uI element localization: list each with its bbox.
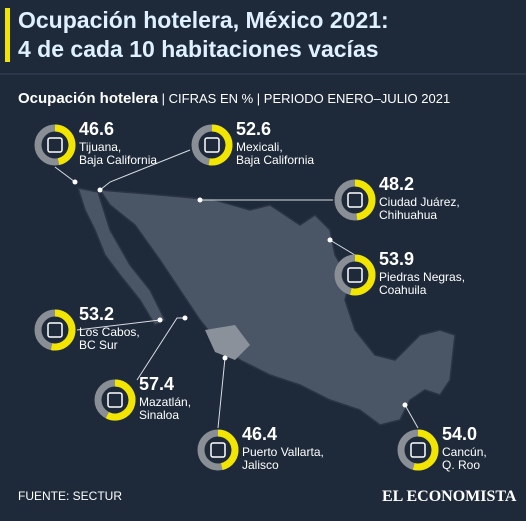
donut-center: [405, 437, 431, 463]
donut-center: [42, 132, 68, 158]
map-dot: [197, 197, 203, 203]
map-dot: [182, 315, 188, 321]
map-dot: [327, 237, 333, 243]
map-dot: [222, 355, 228, 361]
donut-share: [208, 124, 233, 166]
donut-share: [105, 379, 136, 421]
map-dot: [72, 179, 78, 185]
donut-center: [199, 132, 225, 158]
hotel-icon: [107, 392, 123, 408]
donut-share: [54, 124, 76, 166]
city-label: Cancún, Q. Roo: [442, 445, 487, 472]
city-label: Mexicali, Baja California: [236, 140, 315, 167]
donut-center: [342, 262, 368, 288]
subtitle-main: Ocupación hotelera: [18, 90, 159, 107]
city-label: Ciudad Juárez, Chihuahua: [379, 195, 460, 222]
hotel-icon: [47, 137, 63, 153]
value-label: 46.6: [79, 119, 115, 139]
donut-center: [205, 437, 231, 463]
hotel-icon: [204, 137, 220, 153]
donut-share: [354, 179, 376, 221]
map-baja: [76, 187, 167, 326]
donut-share: [50, 309, 76, 351]
hotel-icon: [210, 442, 226, 458]
hotel-icon: [347, 192, 363, 208]
city-label: Piedras Negras, Coahuila: [379, 270, 466, 297]
map-dot: [157, 317, 163, 323]
city-label: Puerto Vallarta, Jalisco: [242, 445, 324, 472]
connector: [404, 404, 419, 429]
connector: [99, 149, 191, 191]
hotel-icon: [347, 267, 363, 283]
connector: [136, 317, 185, 381]
connector: [76, 319, 161, 331]
value-label: 46.4: [242, 424, 278, 444]
donut-share: [350, 254, 376, 296]
source: FUENTE: SECTUR: [18, 489, 123, 503]
hotel-icon: [47, 322, 63, 338]
donut-share: [412, 429, 439, 471]
value-label: 57.4: [139, 374, 175, 394]
value-label: 54.0: [442, 424, 478, 444]
hotel-icon: [410, 442, 426, 458]
connector: [54, 166, 76, 183]
city-label: Los Cabos, BC Sur: [79, 325, 140, 352]
value-label: 53.9: [379, 249, 415, 269]
connector: [329, 239, 356, 256]
subtitle: Ocupación hotelera | CIFRAS EN % | PERIO…: [18, 90, 451, 107]
city-label: Mazatlán, Sinaloa: [139, 395, 192, 422]
donut-center: [42, 317, 68, 343]
map-dot: [97, 187, 103, 193]
map-dot: [402, 402, 408, 408]
donut-center: [102, 387, 128, 413]
subtitle-units: CIFRAS EN %: [168, 91, 254, 106]
value-label: 48.2: [379, 174, 415, 194]
value-label: 53.2: [79, 304, 115, 324]
donut-center: [342, 187, 368, 213]
city-label: Tijuana, Baja California: [79, 140, 158, 167]
brand: EL ECONOMISTA: [382, 488, 517, 505]
title-bar: [5, 8, 10, 62]
map-jalisco: [205, 325, 250, 360]
connector: [217, 357, 226, 429]
chart-title: Ocupación hotelera, México 2021: 4 de ca…: [18, 7, 389, 62]
subtitle-period: PERIODO ENERO–JULIO 2021: [263, 91, 451, 106]
value-label: 52.6: [236, 119, 272, 139]
donut-share: [217, 429, 239, 470]
